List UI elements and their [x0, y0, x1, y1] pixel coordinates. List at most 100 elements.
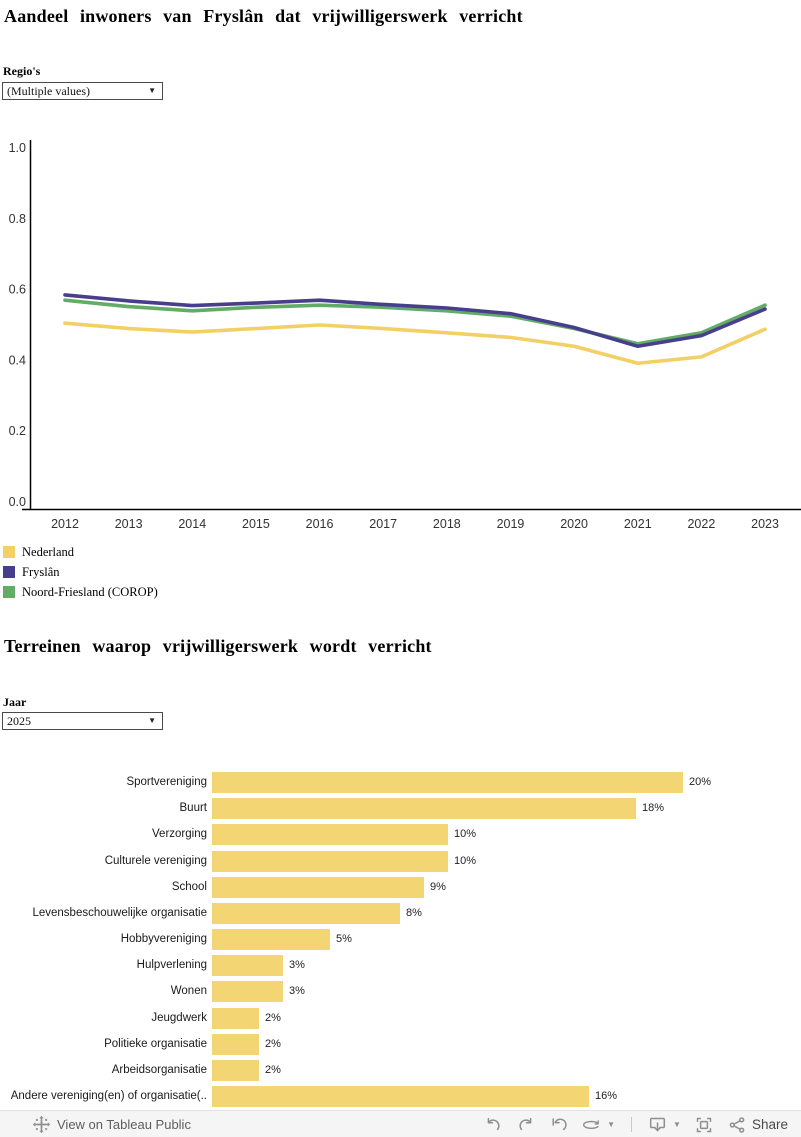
bar-chart-title: Terreinen waarop vrijwilligerswerk wordt…	[4, 636, 432, 656]
bar-School[interactable]	[212, 876, 424, 898]
redo-icon	[519, 1117, 531, 1130]
line-series-Nederland[interactable]	[63, 321, 767, 366]
jaar-filter-label: Jaar	[3, 695, 27, 709]
x-axis-tick-label: 2015	[242, 517, 270, 531]
jaar-filter-dropdown[interactable]: 2025 ▼	[2, 712, 163, 730]
bar-category-label: Buurt	[179, 802, 208, 815]
bar-value-label: 2%	[265, 1011, 281, 1024]
bar-category-label: Andere vereniging(en) of organisatie(..	[10, 1090, 207, 1103]
x-axis-tick-label: 2013	[115, 517, 143, 531]
legend-label: Fryslân	[22, 564, 60, 579]
bar-Verzorging[interactable]	[212, 824, 448, 846]
bar-Andere vereniging(en) of organisatie(..[interactable]	[212, 1086, 589, 1108]
bar-category-label: Culturele vereniging	[104, 854, 207, 867]
bar-value-label: 16%	[595, 1090, 618, 1103]
x-axis-tick-label: 2012	[51, 517, 79, 531]
reset-icon	[552, 1117, 567, 1130]
y-axis-tick-label: 0.6	[9, 283, 26, 297]
line-series-Noord-Friesland (COROP)[interactable]	[63, 298, 767, 346]
share-button-label: Share	[751, 1117, 788, 1132]
bar-value-label: 10%	[454, 828, 477, 841]
redo-button[interactable]	[516, 1115, 535, 1134]
x-axis-tick-label: 2021	[624, 517, 652, 531]
regio-filter-dropdown[interactable]: (Multiple values) ▼	[2, 82, 163, 100]
bar-category-label: School	[171, 880, 207, 893]
bar-Jeugdwerk[interactable]	[212, 1007, 259, 1029]
legend-swatch	[3, 566, 15, 578]
refresh-button[interactable]	[582, 1115, 601, 1134]
line-series-Fryslân[interactable]	[63, 293, 767, 349]
view-on-tableau-public-link[interactable]: View on Tableau Public	[33, 1115, 191, 1133]
fullscreen-icon	[697, 1117, 712, 1132]
y-axis-tick-label: 0.2	[9, 424, 26, 438]
toolbar-divider	[631, 1117, 633, 1132]
bar-Levensbeschouwelijke organisatie[interactable]	[212, 902, 400, 924]
chevron-down-icon: ▼	[148, 716, 156, 725]
y-axis-tick-label: 0.0	[9, 495, 26, 509]
legend-swatch	[3, 586, 15, 598]
line-chart: 0.0 0.2 0.4 0.6 0.8 1.0 2012 2013 2014 2015 2016 20…	[9, 140, 801, 531]
jaar-filter-value: 2025	[7, 713, 31, 728]
x-axis-tick-label: 2016	[306, 517, 334, 531]
tableau-logo-icon	[33, 1115, 50, 1133]
bar-value-label: 5%	[336, 933, 352, 946]
bar-Hobbyvereniging[interactable]	[212, 929, 330, 951]
bar-value-label: 10%	[454, 854, 477, 867]
refresh-options-caret[interactable]: ▼	[607, 1120, 616, 1129]
bar-category-label: Sportvereniging	[126, 776, 207, 788]
bar-category-label: Politieke organisatie	[104, 1037, 207, 1050]
x-axis-tick-label: 2019	[497, 517, 525, 531]
bar-Hulpverlening[interactable]	[212, 955, 283, 977]
x-axis-tick-label: 2020	[560, 517, 588, 531]
bar-value-label: 2%	[265, 1037, 281, 1050]
reset-button[interactable]	[549, 1115, 568, 1134]
bar-Culturele vereniging[interactable]	[212, 850, 448, 872]
download-icon	[649, 1117, 666, 1132]
bar-Wonen[interactable]	[212, 981, 283, 1003]
legend-item[interactable]: Fryslân	[3, 562, 158, 582]
undo-icon	[487, 1117, 500, 1130]
fullscreen-button[interactable]	[695, 1115, 714, 1134]
legend-label: Noord-Friesland (COROP)	[22, 584, 158, 599]
x-axis-tick-label: 2017	[369, 517, 397, 531]
undo-button[interactable]	[483, 1115, 502, 1134]
bar-value-label: 20%	[689, 776, 712, 788]
bar-category-label: Levensbeschouwelijke organisatie	[32, 906, 207, 919]
bar-value-label: 8%	[406, 906, 422, 919]
download-options-caret[interactable]: ▼	[673, 1120, 681, 1129]
x-axis-tick-label: 2018	[433, 517, 461, 531]
bar-category-label: Jeugdwerk	[151, 1011, 207, 1024]
line-chart-legend: Nederland Fryslân Noord-Friesland (COROP)	[3, 542, 158, 602]
bar-category-label: Wonen	[170, 985, 207, 998]
y-axis-tick-label: 0.8	[9, 212, 26, 226]
bar-category-label: Hobbyvereniging	[120, 933, 207, 946]
bar-Arbeidsorganisatie[interactable]	[212, 1059, 259, 1081]
y-axis-tick-label: 0.4	[9, 353, 26, 367]
regio-filter-value: (Multiple values)	[7, 83, 90, 98]
bar-Sportvereniging[interactable]	[212, 772, 683, 793]
bar-value-label: 18%	[642, 802, 665, 815]
refresh-icon	[583, 1119, 599, 1129]
share-button[interactable]: Share	[728, 1116, 788, 1134]
bar-value-label: 2%	[265, 1063, 281, 1076]
bar-category-label: Verzorging	[152, 828, 207, 841]
x-axis-tick-label: 2014	[178, 517, 206, 531]
legend-item[interactable]: Nederland	[3, 542, 158, 562]
chevron-down-icon: ▼	[148, 86, 156, 95]
bar-category-label: Arbeidsorganisatie	[111, 1063, 207, 1076]
legend-label: Nederland	[22, 544, 75, 559]
x-axis-tick-label: 2023	[751, 517, 779, 531]
bar-value-label: 3%	[289, 985, 305, 998]
legend-item[interactable]: Noord-Friesland (COROP)	[3, 582, 158, 602]
bar-Politieke organisatie[interactable]	[212, 1033, 259, 1055]
tableau-toolbar: View on Tableau Public	[0, 1110, 801, 1137]
regio-filter-label: Regio's	[3, 64, 41, 78]
bar-Buurt[interactable]	[212, 798, 636, 820]
line-chart-title: Aandeel inwoners van Fryslân dat vrijwil…	[4, 6, 523, 26]
bar-value-label: 3%	[289, 959, 305, 972]
share-icon	[729, 1116, 745, 1133]
download-button[interactable]	[648, 1115, 667, 1134]
legend-swatch	[3, 546, 15, 558]
view-on-tableau-public-label: View on Tableau Public	[57, 1116, 191, 1132]
bar-value-label: 9%	[430, 880, 446, 893]
